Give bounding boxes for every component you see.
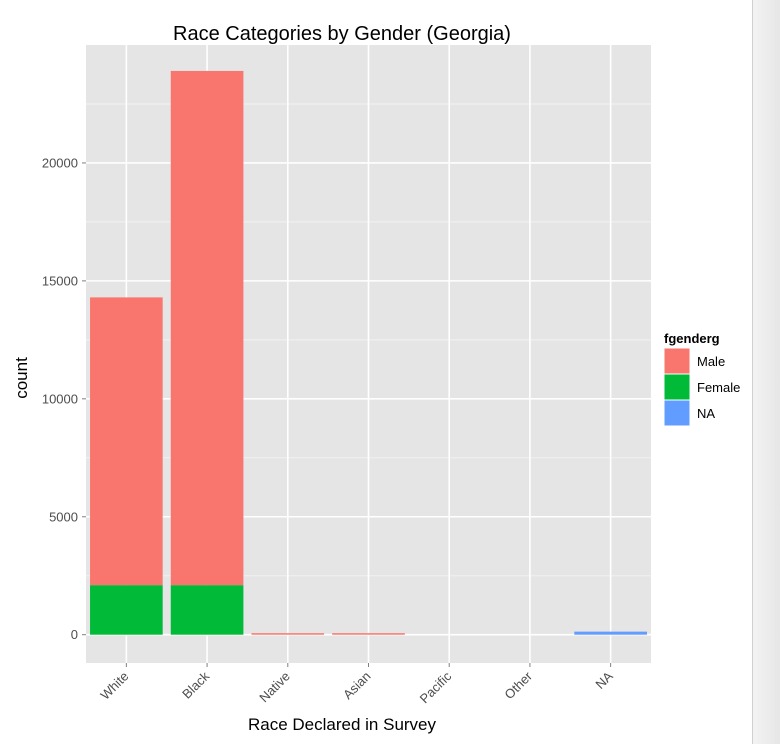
x-tick-label: Other xyxy=(501,668,535,702)
y-tick-label: 15000 xyxy=(42,273,78,288)
x-axis: White Black Native Asian Pacific Other NA xyxy=(97,663,616,706)
x-tick-label: Native xyxy=(256,669,293,706)
bars xyxy=(90,70,647,635)
bar-white-male xyxy=(90,297,163,586)
legend-swatch-female xyxy=(664,374,690,400)
window-edge xyxy=(752,0,780,744)
x-tick-label: Pacific xyxy=(417,668,455,706)
chart-svg: Race Categories by Gender (Georgia) 0 500… xyxy=(12,23,740,734)
x-tick-label: Asian xyxy=(340,669,374,703)
legend: fgenderg Male Female NA xyxy=(663,331,740,427)
legend-label-na: NA xyxy=(697,406,715,421)
bar-na-na xyxy=(574,631,647,635)
bar-black-female xyxy=(170,585,244,635)
y-axis: 0 5000 10000 15000 20000 xyxy=(42,155,86,642)
bar-native-male xyxy=(251,633,325,635)
chart-title: Race Categories by Gender (Georgia) xyxy=(173,23,511,45)
bar-white-female xyxy=(90,585,163,635)
legend-title: fgenderg xyxy=(664,331,720,346)
y-tick-label: 10000 xyxy=(42,391,78,406)
legend-swatch-na xyxy=(664,400,690,426)
bar-asian-male xyxy=(332,633,405,635)
legend-label-male: Male xyxy=(697,354,725,369)
y-axis-title: count xyxy=(12,357,31,399)
legend-label-female: Female xyxy=(697,380,740,395)
y-tick-label: 20000 xyxy=(42,155,78,170)
y-tick-label: 5000 xyxy=(49,509,78,524)
y-tick-label: 0 xyxy=(71,627,78,642)
x-tick-label: Black xyxy=(179,668,212,701)
x-tick-label: NA xyxy=(592,668,616,692)
x-axis-title: Race Declared in Survey xyxy=(248,715,437,734)
legend-swatch-male xyxy=(664,348,690,374)
bar-black-male xyxy=(170,70,244,586)
x-tick-label: White xyxy=(97,669,131,703)
